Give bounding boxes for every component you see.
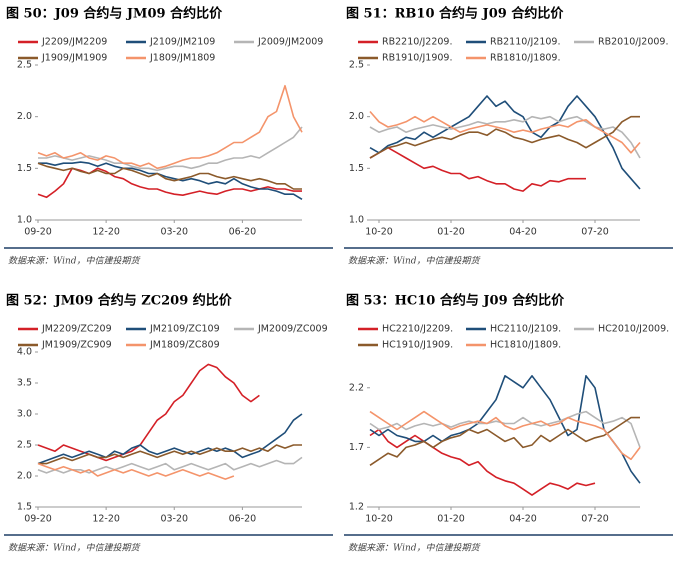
series-line xyxy=(37,363,260,462)
x-tick-label: 06-20 xyxy=(229,514,257,525)
source-note: 数据来源：Wind，中信建投期货 xyxy=(8,543,142,554)
chart-title: 图 51：RB10 合约与 J09 合约比价 xyxy=(346,6,564,22)
series-line xyxy=(37,167,302,199)
y-tick-label: 4.0 xyxy=(17,347,32,358)
source-note: 数据来源：Wind，中信建投期货 xyxy=(348,256,482,267)
legend-label: J2109/JM2109 xyxy=(149,37,215,48)
x-tick-label: 07-20 xyxy=(581,227,609,238)
x-tick-label: 12-20 xyxy=(92,514,120,525)
source-note: 数据来源：Wind，中信建投期货 xyxy=(8,256,142,267)
legend-label: RB1910/J1909. xyxy=(382,53,453,64)
series-line xyxy=(38,161,303,200)
series-line xyxy=(369,115,640,159)
legend-label: RB1810/J1809. xyxy=(490,53,561,64)
legend-label: JM2209/ZC209 xyxy=(41,324,112,335)
x-tick-label: 01-20 xyxy=(437,514,465,525)
y-tick-label: 1.2 xyxy=(349,502,364,513)
y-tick-label: 2.0 xyxy=(349,111,364,122)
source-note: 数据来源：Wind，中信建投期货 xyxy=(348,543,482,554)
x-tick-label: 10-20 xyxy=(365,227,393,238)
legend-label: HC2010/J2009. xyxy=(598,324,669,335)
legend-label: J1909/JM1909 xyxy=(41,53,107,64)
legend-label: HC1810/J1809. xyxy=(490,340,561,351)
y-tick-label: 3.0 xyxy=(17,409,32,420)
legend-label: JM2009/ZC009 xyxy=(257,324,328,335)
chart-panel: 图 52：JM09 合约与 ZC209 约比价 JM2209/ZC209 JM210… xyxy=(4,293,333,554)
x-tick-label: 10-20 xyxy=(365,514,393,525)
series-line xyxy=(37,84,303,170)
y-tick-label: 2.0 xyxy=(17,471,32,482)
legend-label: JM1809/ZC809 xyxy=(149,340,220,351)
y-tick-label: 2.5 xyxy=(17,60,32,71)
chart-title: 图 52：JM09 合约与 ZC209 约比价 xyxy=(6,293,233,309)
x-tick-label: 07-20 xyxy=(581,514,609,525)
legend-label: HC2110/J2109. xyxy=(490,324,561,335)
series-line xyxy=(37,456,303,474)
y-tick-label: 1.5 xyxy=(17,502,32,513)
y-tick-label: 2.2 xyxy=(349,382,364,393)
legend-label: RB2110/J2109. xyxy=(490,37,561,48)
legend-label: JM1909/ZC909 xyxy=(41,340,112,351)
series-line xyxy=(37,462,235,480)
chart-panel: 图 51：RB10 合约与 J09 合约比价 RB2210/J2209. RB211… xyxy=(344,6,673,267)
legend-label: J1809/JM1809 xyxy=(149,53,215,64)
chart-title: 图 50：J09 合约与 JM09 合约比价 xyxy=(6,6,223,22)
x-tick-label: 12-20 xyxy=(92,227,120,238)
x-tick-label: 04-20 xyxy=(509,227,537,238)
x-tick-label: 01-20 xyxy=(437,227,465,238)
y-tick-label: 1.5 xyxy=(349,163,364,174)
legend-label: RB2010/J2009. xyxy=(598,37,669,48)
series-line xyxy=(369,110,641,154)
y-tick-label: 2.5 xyxy=(349,60,364,71)
series-line xyxy=(369,146,586,192)
y-tick-label: 2.5 xyxy=(17,440,32,451)
series-line xyxy=(369,410,641,448)
series-line xyxy=(38,444,302,465)
x-tick-label: 03-20 xyxy=(160,514,188,525)
series-line xyxy=(369,375,641,484)
x-tick-label: 09-20 xyxy=(24,514,52,525)
series-line xyxy=(369,95,641,190)
x-tick-label: 04-20 xyxy=(509,514,537,525)
legend-label: HC1910/J1909. xyxy=(382,340,453,351)
legend-label: HC2210/J2209. xyxy=(382,324,453,335)
legend-label: J2209/JM2209 xyxy=(41,37,107,48)
legend-label: JM2109/ZC109 xyxy=(149,324,220,335)
series-line xyxy=(369,416,640,466)
chart-panel: 图 53：HC10 合约与 J09 合约比价 HC2210/J2209. HC211… xyxy=(344,293,673,554)
series-line xyxy=(37,413,303,465)
y-tick-label: 1.0 xyxy=(17,215,32,226)
x-tick-label: 09-20 xyxy=(24,227,52,238)
x-tick-label: 03-20 xyxy=(160,227,188,238)
series-line xyxy=(38,126,303,172)
series-line xyxy=(369,428,596,496)
series-line xyxy=(369,410,641,461)
y-tick-label: 2.0 xyxy=(17,111,32,122)
series-line xyxy=(37,162,302,190)
y-tick-label: 1.5 xyxy=(17,163,32,174)
chart-panel: 图 50：J09 合约与 JM09 合约比价 J2209/JM2209 J2109/… xyxy=(4,6,333,267)
legend-label: RB2210/J2209. xyxy=(382,37,453,48)
legend-label: J2009/JM2009 xyxy=(257,37,323,48)
x-tick-label: 06-20 xyxy=(229,227,257,238)
chart-title: 图 53：HC10 合约与 J09 合约比价 xyxy=(346,293,565,309)
y-tick-label: 3.5 xyxy=(17,378,32,389)
y-tick-label: 1.7 xyxy=(349,442,364,453)
y-tick-label: 1.0 xyxy=(349,215,364,226)
